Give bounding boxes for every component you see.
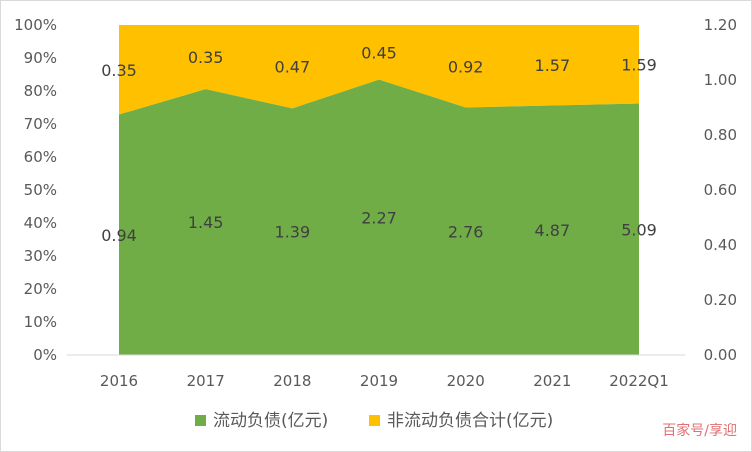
y-right-tick-label: 0.20: [704, 291, 737, 309]
data-label-noncurrent: 0.35: [101, 61, 137, 80]
y-left-tick-label: 10%: [24, 313, 57, 331]
data-label-noncurrent: 0.45: [361, 43, 397, 62]
x-tick-label: 2021: [533, 372, 571, 390]
area-series-current-liabilities: [119, 79, 639, 356]
data-label-noncurrent: 0.35: [188, 48, 224, 67]
data-label-current: 2.76: [448, 222, 484, 241]
x-tick-label: 2019: [360, 372, 398, 390]
data-label-current: 2.27: [361, 208, 397, 227]
y-right-tick-label: 0.00: [704, 346, 737, 364]
y-right-tick-label: 1.20: [704, 16, 737, 34]
y-left-tick-label: 30%: [24, 247, 57, 265]
y-right-tick-label: 0.60: [704, 181, 737, 199]
x-tick-label: 2017: [187, 372, 225, 390]
data-label-current: 5.09: [621, 220, 657, 239]
data-label-current: 4.87: [535, 221, 571, 240]
legend-swatch-noncurrent: [369, 415, 380, 426]
y-right-tick-label: 1.00: [704, 71, 737, 89]
x-tick-label: 2022Q1: [609, 372, 669, 390]
data-label-noncurrent: 0.47: [275, 58, 311, 77]
x-tick-label: 2016: [100, 372, 138, 390]
legend-label-current: 流动负债(亿元): [213, 411, 328, 431]
area-series-noncurrent-liabilities: [119, 25, 639, 115]
watermark-text: 百家号/享迎: [662, 422, 737, 439]
data-label-current: 0.94: [101, 226, 137, 245]
x-tick-label: 2018: [273, 372, 311, 390]
y-right-tick-label: 0.80: [704, 126, 737, 144]
y-left-tick-label: 60%: [24, 148, 57, 166]
data-label-noncurrent: 1.59: [621, 55, 657, 74]
y-left-tick-label: 50%: [24, 181, 57, 199]
y-left-tick-label: 80%: [24, 82, 57, 100]
y-left-tick-label: 90%: [24, 49, 57, 67]
y-left-tick-label: 100%: [14, 16, 57, 34]
y-right-tick-label: 0.40: [704, 236, 737, 254]
y-left-tick-label: 70%: [24, 115, 57, 133]
data-label-noncurrent: 0.92: [448, 57, 484, 76]
x-tick-label: 2020: [447, 372, 485, 390]
legend-label-noncurrent: 非流动负债合计(亿元): [387, 411, 553, 431]
data-label-noncurrent: 1.57: [535, 56, 571, 75]
data-label-current: 1.39: [275, 223, 311, 242]
y-left-tick-label: 40%: [24, 214, 57, 232]
legend-swatch-current: [195, 415, 206, 426]
data-label-current: 1.45: [188, 213, 224, 232]
y-left-tick-label: 0%: [33, 346, 57, 364]
y-left-tick-label: 20%: [24, 280, 57, 298]
